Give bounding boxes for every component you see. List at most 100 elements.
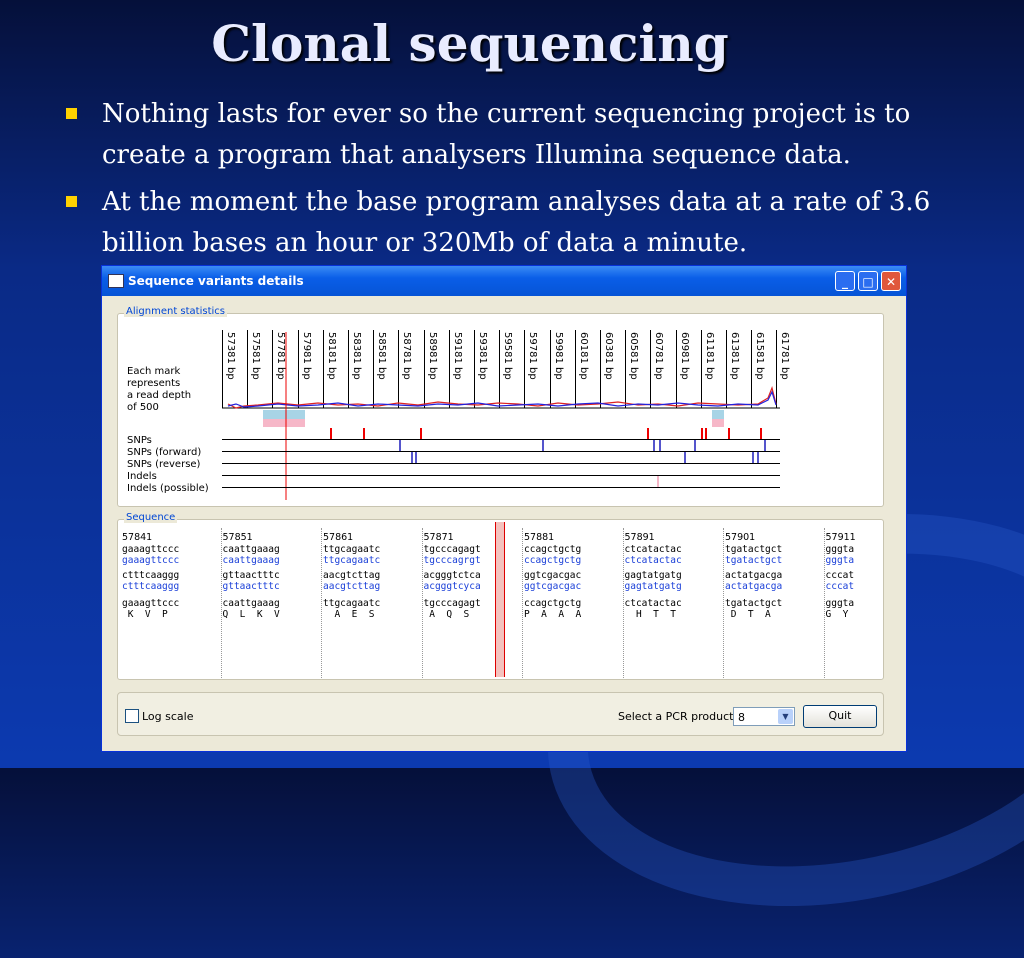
variant-highlight <box>495 522 505 677</box>
sequence-position: 57891 <box>624 532 655 543</box>
sequence-row: gaaagttccc <box>122 555 180 566</box>
sequence-row: ctcatactac <box>624 544 682 555</box>
bullet-item: Nothing lasts for ever so the current se… <box>62 94 962 176</box>
sequence-row: cccat <box>825 570 855 581</box>
sequence-row: tgatactgct <box>725 544 783 555</box>
title-bar[interactable]: Sequence variants details _ □ ✕ <box>102 266 906 296</box>
sequence-variants-window: Sequence variants details _ □ ✕ Alignmen… <box>101 265 907 752</box>
snp-reverse-mark[interactable] <box>757 452 759 463</box>
sequence-row: gggta <box>825 555 855 566</box>
position-tick <box>348 330 349 408</box>
sequence-row: ctttcaaggg <box>122 581 180 592</box>
sequence-row: actatgacga <box>725 570 783 581</box>
snp-reverse-mark[interactable] <box>411 452 413 463</box>
sequence-row: gttaactttc <box>222 581 280 592</box>
quit-button[interactable]: Quit <box>803 705 877 728</box>
snp-reverse-mark[interactable] <box>752 452 754 463</box>
bullet-square-icon <box>66 196 77 207</box>
sequence-row: ccagctgctg <box>524 544 582 555</box>
position-tick <box>448 330 450 408</box>
sequence-row: ccagctgctg <box>524 555 582 566</box>
minimize-button[interactable]: _ <box>835 271 855 291</box>
track-line <box>222 451 780 452</box>
snp-forward-mark[interactable] <box>764 440 766 451</box>
snp-mark[interactable] <box>705 428 707 439</box>
snp-reverse-mark[interactable] <box>684 452 686 463</box>
amino-acid-row: K V P <box>122 609 180 620</box>
sequence-row: ttgcagaatc <box>323 598 381 609</box>
snp-mark[interactable] <box>728 428 730 439</box>
log-scale-label: Log scale <box>142 710 194 723</box>
track-label-indels: Indels <box>127 471 157 482</box>
snp-mark[interactable] <box>330 428 332 439</box>
position-tick <box>398 330 400 408</box>
sequence-position: 57911 <box>825 532 856 543</box>
log-scale-checkbox[interactable] <box>125 709 139 723</box>
snp-forward-mark[interactable] <box>659 440 661 451</box>
snp-forward-mark[interactable] <box>653 440 655 451</box>
bullet-item: At the moment the base program analyses … <box>62 182 962 264</box>
amino-acid-row: P A A A <box>524 609 582 620</box>
track-label-indels-possible: Indels (possible) <box>127 483 209 494</box>
snp-mark[interactable] <box>760 428 762 439</box>
sequence-row: acgggtcyca <box>423 581 481 592</box>
track-line <box>222 463 780 464</box>
sequence-row: gaaagttccc <box>122 598 180 609</box>
position-tick <box>776 330 778 408</box>
snp-reverse-mark[interactable] <box>415 452 417 463</box>
track-line <box>222 475 780 476</box>
chevron-down-icon[interactable]: ▼ <box>778 709 793 724</box>
sequence-row: gagtatgatg <box>624 581 682 592</box>
position-tick <box>726 330 727 408</box>
position-tick <box>625 330 627 408</box>
position-tick <box>650 330 652 408</box>
sequence-row: ctcatactac <box>624 555 682 566</box>
position-tick <box>272 330 274 408</box>
amino-acid-row: A E S <box>323 609 381 620</box>
sequence-position: 57871 <box>423 532 454 543</box>
position-tick <box>600 330 601 408</box>
bullet-list: Nothing lasts for ever so the current se… <box>62 94 962 270</box>
track-label-snps-forward: SNPs (forward) <box>127 447 202 458</box>
sequence-row: aacgtcttag <box>323 581 381 592</box>
snp-mark[interactable] <box>647 428 649 439</box>
sequence-row: tgatactgct <box>725 598 783 609</box>
pcr-product-label: Select a PCR product <box>618 710 734 723</box>
snp-mark[interactable] <box>420 428 422 439</box>
sequence-row: caattgaaag <box>222 544 280 555</box>
indel-possible-mark[interactable] <box>657 476 659 487</box>
position-tick <box>524 330 526 408</box>
sequence-divider <box>321 528 322 678</box>
position-tick <box>751 330 753 408</box>
sequence-divider <box>522 528 523 678</box>
sequence-divider <box>622 528 624 678</box>
bullet-square-icon <box>66 108 77 119</box>
sequence-row: ctttcaaggg <box>122 570 180 581</box>
position-tick <box>222 330 223 408</box>
group-legend: Sequence <box>124 512 178 523</box>
sequence-row: actatgacga <box>725 581 783 592</box>
sequence-row: gttaactttc <box>222 570 280 581</box>
position-tick <box>675 330 677 408</box>
snp-forward-mark[interactable] <box>399 440 401 451</box>
position-tick <box>373 330 375 408</box>
sequence-row: ttgcagaatc <box>323 555 381 566</box>
bullet-text: At the moment the base program analyses … <box>102 187 931 258</box>
amino-acid-row: Q L K V <box>222 609 280 620</box>
coverage-plot <box>222 332 780 500</box>
sequence-row: tgcccagagt <box>423 544 481 555</box>
sequence-divider <box>421 528 423 678</box>
sequence-row: gaaagttccc <box>122 544 180 555</box>
snp-forward-mark[interactable] <box>542 440 544 451</box>
sequence-position: 57851 <box>222 532 253 543</box>
snp-mark[interactable] <box>701 428 703 439</box>
snp-mark[interactable] <box>363 428 365 439</box>
position-tick <box>247 330 249 408</box>
close-button[interactable]: ✕ <box>881 271 901 291</box>
sequence-row: ggtcgacgac <box>524 581 582 592</box>
maximize-button[interactable]: □ <box>858 271 878 291</box>
pcr-product-value: 8 <box>738 711 745 724</box>
snp-forward-mark[interactable] <box>694 440 696 451</box>
sequence-row: gggta <box>825 544 855 555</box>
pcr-product-select[interactable]: 8 ▼ <box>733 707 795 726</box>
